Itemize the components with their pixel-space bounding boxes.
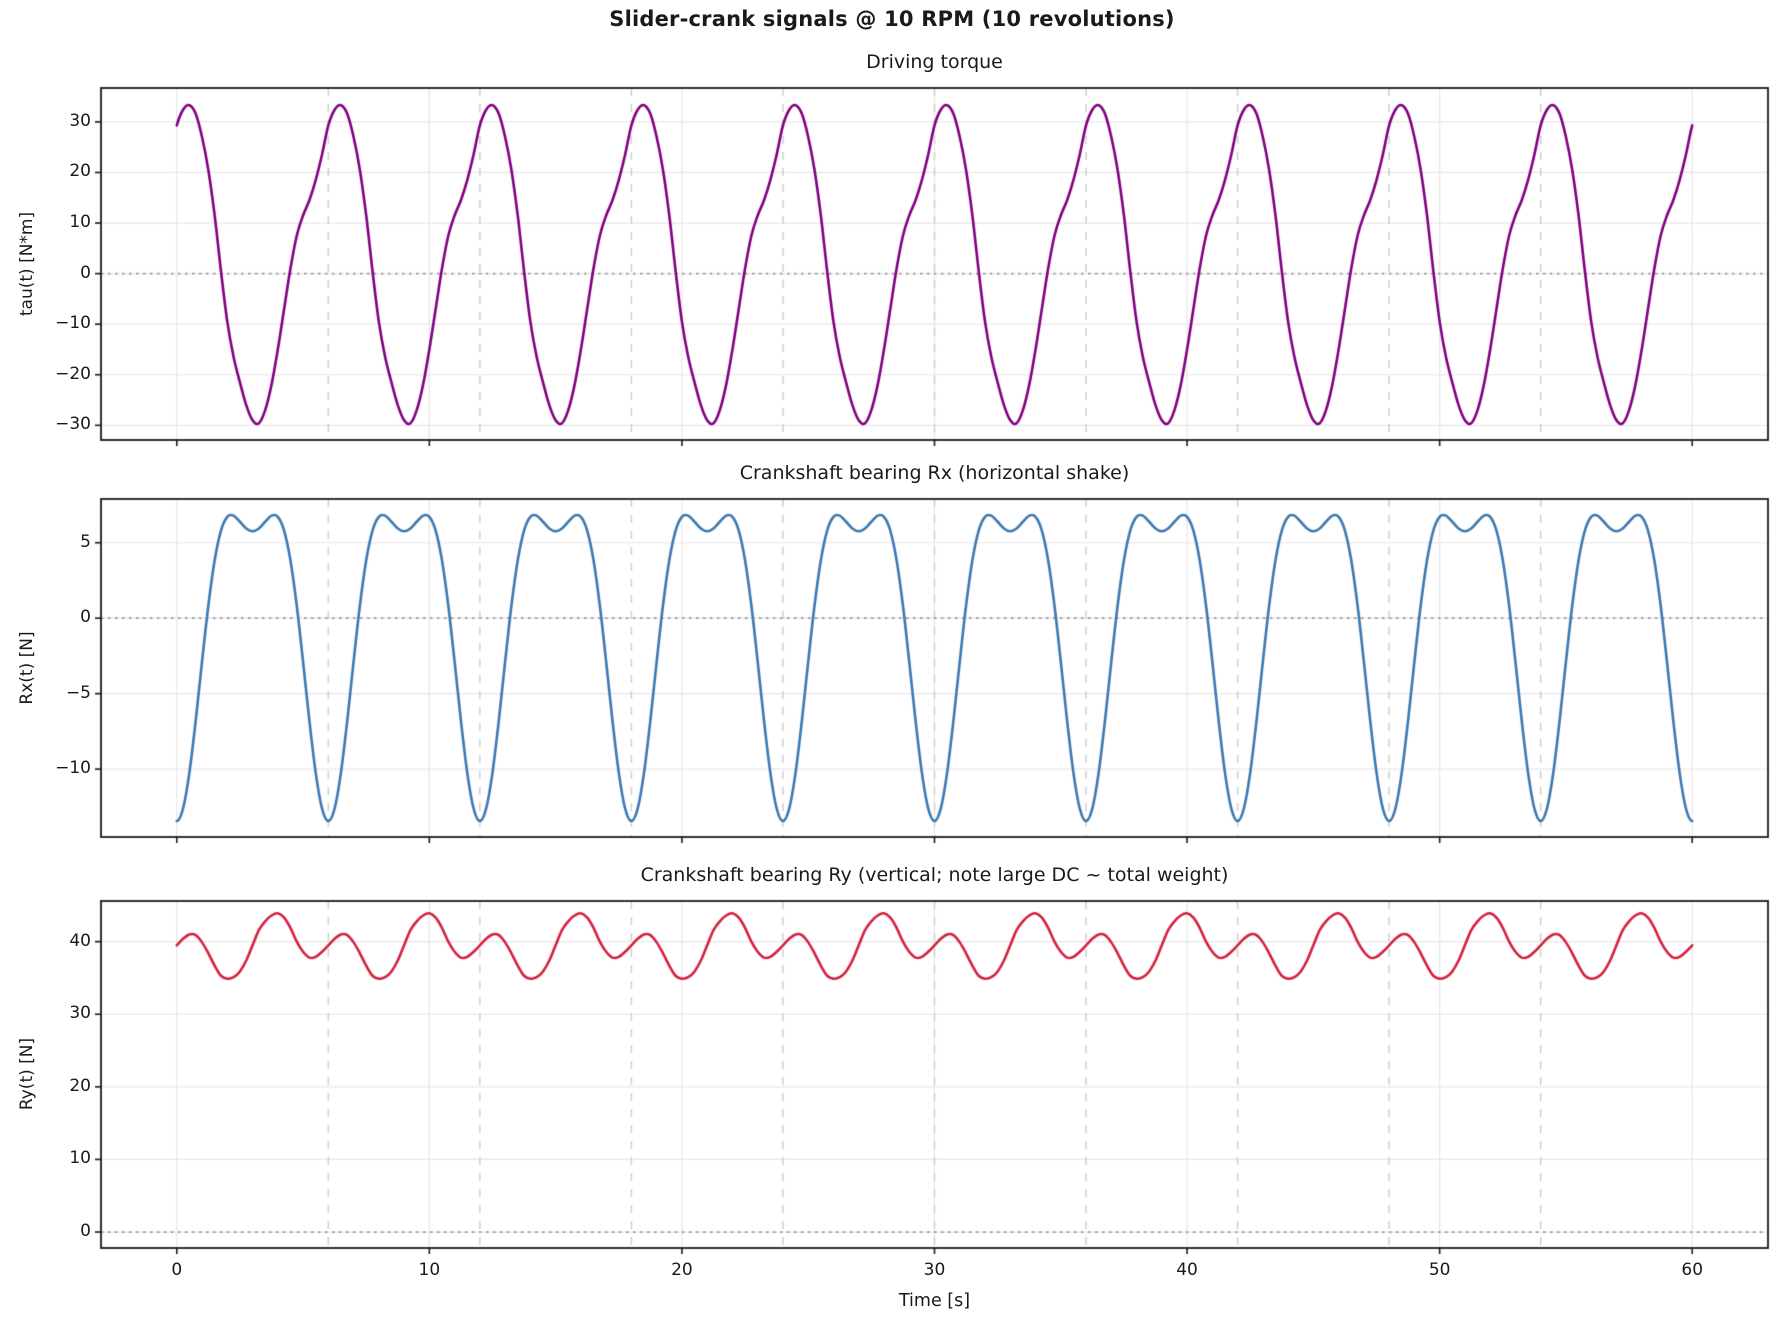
y-tick-label: 0 <box>80 607 91 628</box>
x-tick-label: 40 <box>1176 1260 1198 1280</box>
subplot-1-title: Driving torque <box>866 51 1003 73</box>
y-tick-label: 5 <box>80 531 91 552</box>
x-axis-label: Time [s] <box>898 1291 971 1311</box>
y-tick-label: −10 <box>55 313 91 334</box>
y-tick-label: 20 <box>69 161 91 182</box>
y-tick-label: −10 <box>55 758 91 779</box>
x-tick-label: 50 <box>1428 1260 1451 1280</box>
subplot-2-title: Crankshaft bearing Rx (horizontal shake) <box>739 462 1130 484</box>
y-tick-label: 0 <box>80 262 91 283</box>
y-tick-label: 0 <box>80 1221 91 1242</box>
y-tick-label: 10 <box>69 1148 91 1169</box>
y-tick-label: −5 <box>65 682 91 703</box>
x-tick-label: 10 <box>418 1260 441 1280</box>
x-tick-label: 20 <box>671 1260 693 1280</box>
x-tick-label: 0 <box>171 1260 183 1280</box>
y-tick-label: −20 <box>55 363 91 384</box>
y-tick-label: 20 <box>69 1075 91 1096</box>
subplot-3-title: Crankshaft bearing Ry (vertical; note la… <box>640 864 1229 886</box>
x-tick-label: 30 <box>923 1260 946 1280</box>
y-tick-label: 30 <box>69 1003 91 1024</box>
y-tick-label: −30 <box>55 414 91 435</box>
y-tick-label: 10 <box>69 212 91 233</box>
x-tick-label: 60 <box>1681 1260 1704 1280</box>
subplot-3-ylabel: Ry(t) [N] <box>17 1037 37 1111</box>
y-tick-label: 30 <box>69 110 91 131</box>
y-tick-label: 40 <box>69 930 91 951</box>
figure-suptitle: Slider-crank signals @ 10 RPM (10 revolu… <box>609 7 1175 31</box>
